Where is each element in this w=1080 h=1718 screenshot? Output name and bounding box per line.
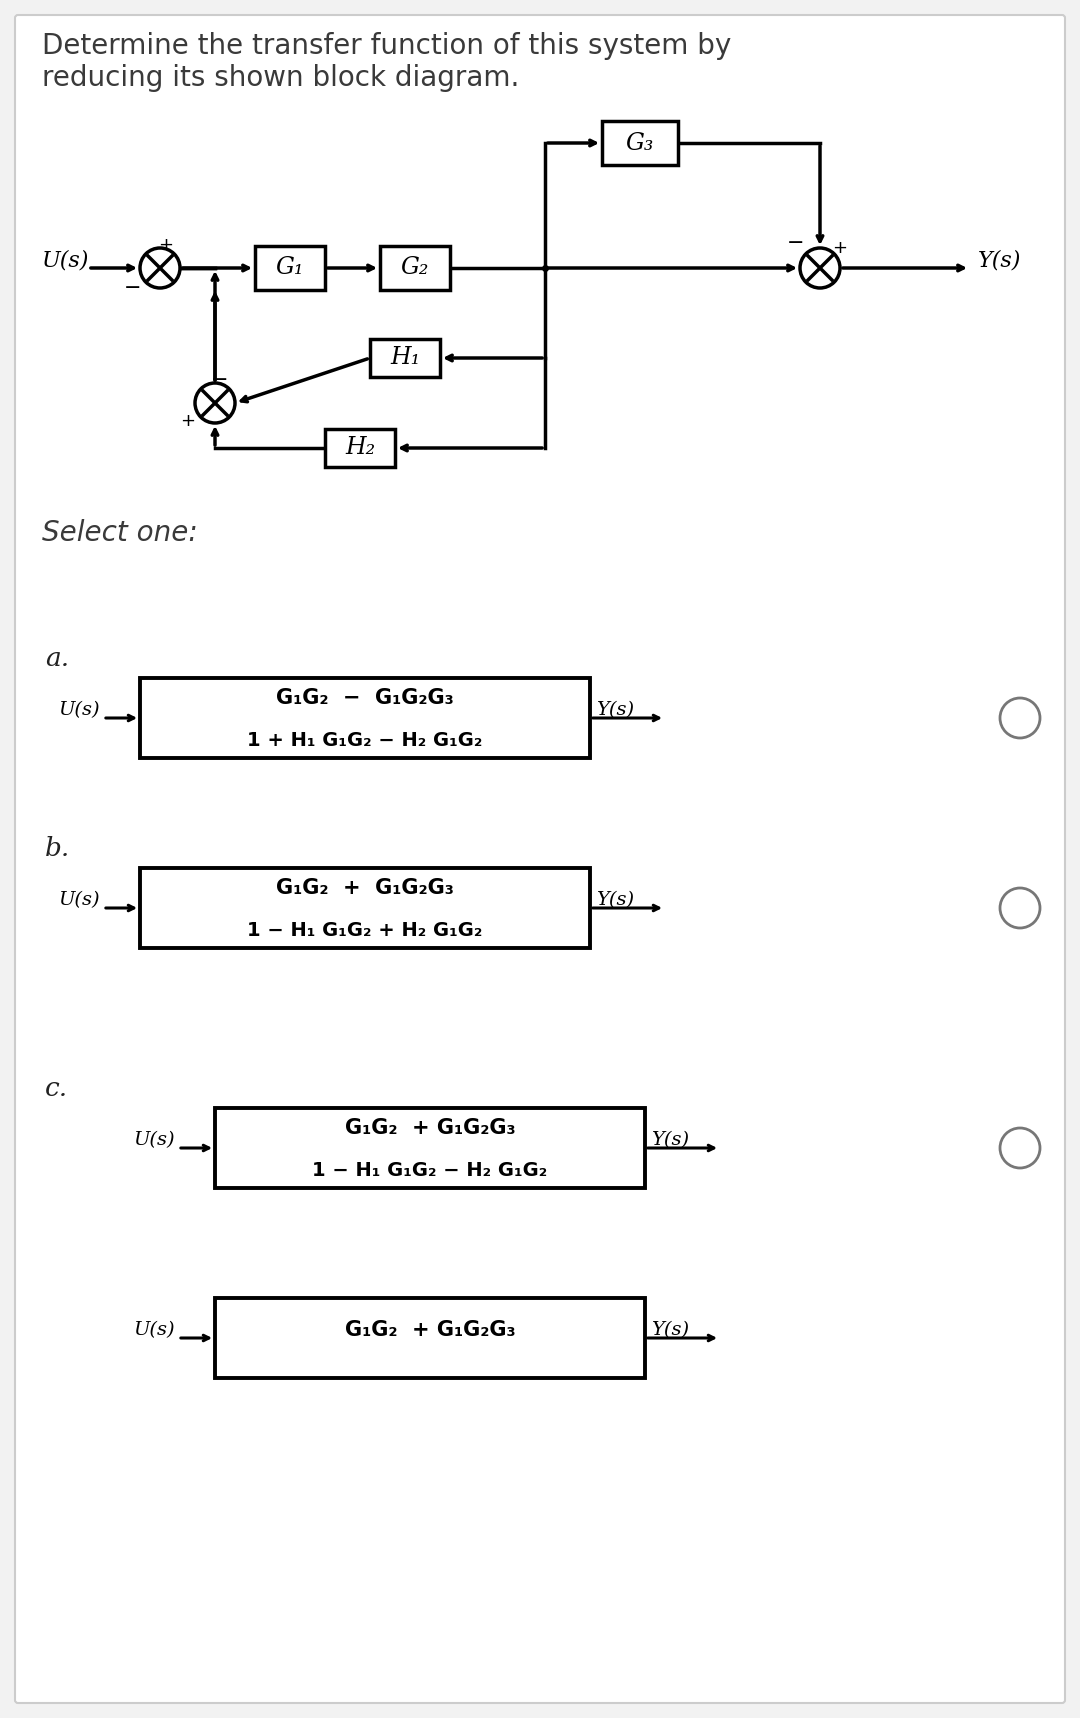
Bar [602,120,678,165]
Text: Select one:: Select one: [42,519,198,546]
Text: G₁G₂  + G₁G₂G₃: G₁G₂ + G₁G₂G₃ [345,1118,515,1137]
Text: U(s): U(s) [133,1321,175,1338]
Text: U(s): U(s) [58,892,100,909]
Text: Determine the transfer function of this system by: Determine the transfer function of this … [42,33,731,60]
Text: H₁: H₁ [390,347,420,369]
Bar [215,1108,645,1189]
Text: −: − [212,369,229,390]
Text: U(s): U(s) [58,701,100,720]
FancyBboxPatch shape [15,15,1065,1703]
Circle shape [1000,888,1040,928]
Bar [370,338,440,376]
Text: G₃: G₃ [625,132,654,155]
Text: a.: a. [45,646,69,670]
Text: −: − [124,278,141,297]
Text: U(s): U(s) [133,1130,175,1149]
Text: 1 + H₁ G₁G₂ − H₂ G₁G₂: 1 + H₁ G₁G₂ − H₂ G₁G₂ [247,730,483,749]
Text: 1 − H₁ G₁G₂ − H₂ G₁G₂: 1 − H₁ G₁G₂ − H₂ G₁G₂ [312,1160,548,1180]
Text: +: + [833,239,848,258]
Text: reducing its shown block diagram.: reducing its shown block diagram. [42,64,519,93]
Text: c.: c. [45,1075,68,1101]
Text: G₂: G₂ [401,256,429,280]
Bar [140,679,590,758]
Text: U(s): U(s) [42,249,90,271]
Text: G₁G₂  + G₁G₂G₃: G₁G₂ + G₁G₂G₃ [345,1319,515,1340]
Text: +: + [159,235,174,254]
Bar [255,246,325,290]
Text: G₁G₂  +  G₁G₂G₃: G₁G₂ + G₁G₂G₃ [276,878,454,899]
Circle shape [140,247,180,289]
Text: H₂: H₂ [345,436,375,459]
Text: Y(s): Y(s) [596,892,634,909]
Text: +: + [180,412,195,430]
Bar [380,246,450,290]
Text: b.: b. [45,835,70,861]
Circle shape [1000,1129,1040,1168]
Circle shape [800,247,840,289]
Text: Y(s): Y(s) [651,1130,689,1149]
Text: 1 − H₁ G₁G₂ + H₂ G₁G₂: 1 − H₁ G₁G₂ + H₂ G₁G₂ [247,921,483,940]
Text: −: − [787,234,805,253]
Text: G₁G₂  −  G₁G₂G₃: G₁G₂ − G₁G₂G₃ [276,687,454,708]
Bar [140,868,590,948]
Bar [215,1299,645,1378]
Text: G₁: G₁ [275,256,305,280]
Text: Y(s): Y(s) [596,701,634,720]
Circle shape [195,383,235,423]
Text: Y(s): Y(s) [651,1321,689,1338]
Bar [325,430,395,467]
Text: Y(s): Y(s) [978,249,1022,271]
Circle shape [1000,698,1040,739]
